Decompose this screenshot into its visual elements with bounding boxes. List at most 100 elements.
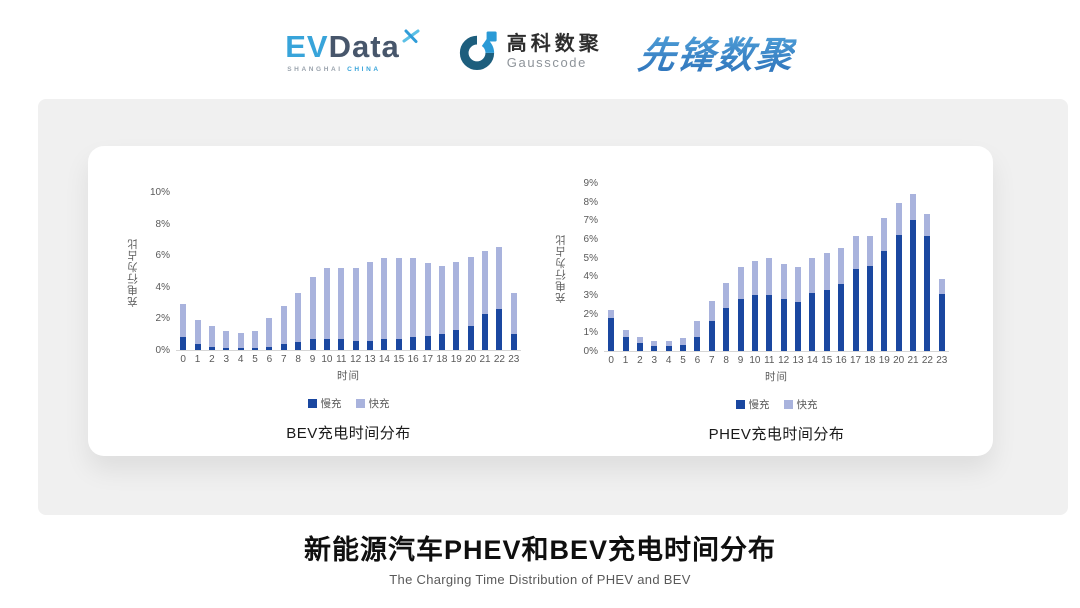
fast-charge-segment bbox=[737, 267, 744, 299]
bar-slot bbox=[662, 183, 676, 351]
fast-charge-segment bbox=[496, 247, 503, 309]
fast-charge-segment bbox=[309, 277, 316, 339]
bar-slot bbox=[205, 192, 219, 350]
x-tick-label: 1 bbox=[194, 354, 201, 365]
fast-charge-segment bbox=[708, 300, 715, 322]
x-tick-label: 22 bbox=[493, 354, 505, 365]
legend-item: 快充 bbox=[355, 396, 390, 411]
fast-charge-segment bbox=[252, 331, 259, 349]
slow-charge-segment bbox=[838, 283, 845, 351]
stacked-bar-21 bbox=[482, 250, 489, 350]
charts-card: 充电行为占比 0% 2% 4% 6% 8% 10% 0 1 2 3 4 5 6 7 8 9 10 11 12 13 14 1… bbox=[88, 146, 993, 456]
fast-charge-segment bbox=[208, 326, 215, 347]
x-tick-label: 21 bbox=[907, 355, 919, 366]
fast-charge-segment bbox=[780, 264, 787, 299]
gausscode-english-name: Gausscode bbox=[506, 55, 587, 71]
x-tick-label: 5 bbox=[252, 354, 258, 365]
gausscode-icon bbox=[459, 31, 497, 71]
y-axis-title: 充电行为占比 bbox=[126, 237, 139, 307]
evdata-subtitle: SHANGHAI CHINA bbox=[285, 66, 380, 73]
slow-charge-segment bbox=[410, 337, 417, 350]
stacked-bar-7 bbox=[708, 300, 715, 351]
legend-item: 慢充 bbox=[307, 396, 342, 411]
chart-title: BEV充电时间分布 bbox=[286, 425, 411, 442]
stacked-bar-5 bbox=[252, 331, 259, 350]
fast-charge-segment bbox=[866, 236, 873, 267]
y-tick-label: 3% bbox=[583, 290, 598, 301]
bar-slot bbox=[705, 183, 719, 351]
fast-charge-segment bbox=[424, 263, 431, 336]
x-tick-label: 11 bbox=[764, 355, 775, 366]
bar-slot bbox=[176, 192, 190, 350]
legend: 慢充 快充 bbox=[176, 396, 521, 411]
legend-item: 慢充 bbox=[735, 397, 770, 412]
gausscode-wordmark: 高科数聚 Gausscode bbox=[507, 33, 603, 71]
slow-charge-segment bbox=[252, 348, 259, 350]
fast-charge-segment bbox=[180, 304, 187, 338]
evdata-china-text: CHINA bbox=[347, 66, 381, 73]
y-tick-label: 2% bbox=[583, 308, 598, 320]
stacked-bar-7 bbox=[280, 305, 287, 350]
bar-slot bbox=[320, 192, 334, 350]
bar-slot bbox=[291, 192, 305, 350]
x-tick-label: 19 bbox=[450, 354, 462, 365]
y-tick-label: 1% bbox=[583, 327, 598, 339]
chart-phev: 充电行为占比 0% 1% 2% 3% 4% 5% 6% 7% 8% 9% 0 1 2 3 4 5 6 7 8 9 10 11… bbox=[552, 178, 952, 444]
evdata-wordmark: EV Data bbox=[285, 29, 420, 62]
fast-charge-segment bbox=[467, 256, 474, 327]
stacked-bar-11 bbox=[338, 267, 345, 350]
stacked-bar-0 bbox=[608, 309, 615, 351]
y-tick-label: 2% bbox=[155, 313, 170, 325]
slow-charge-segment bbox=[295, 342, 302, 350]
legend: 慢充 快充 bbox=[604, 397, 949, 412]
fast-charge-segment bbox=[751, 261, 758, 295]
fast-charge-segment bbox=[280, 305, 287, 344]
slow-charge-segment bbox=[852, 268, 859, 351]
stacked-bar-9 bbox=[309, 277, 316, 350]
x-tick-label: 18 bbox=[864, 355, 876, 366]
slow-charge-segment bbox=[651, 346, 658, 351]
stacked-bar-23 bbox=[938, 279, 945, 351]
slow-charge-segment bbox=[309, 338, 316, 350]
slow-charge-segment bbox=[866, 266, 873, 351]
bar-slot bbox=[762, 183, 776, 351]
legend-swatch bbox=[307, 399, 317, 408]
fast-charge-segment bbox=[924, 213, 931, 237]
x-axis-title: 时间 bbox=[337, 370, 360, 382]
fast-charge-segment bbox=[381, 258, 388, 339]
fast-charge-segment bbox=[395, 258, 402, 339]
bar-slot bbox=[392, 192, 406, 350]
bar-slot bbox=[906, 183, 920, 351]
plot bbox=[176, 192, 521, 351]
stacked-bar-18 bbox=[438, 266, 445, 350]
bar-slot bbox=[492, 192, 506, 350]
slow-charge-segment bbox=[636, 342, 643, 351]
main-title: 新能源汽车PHEV和BEV充电时间分布 bbox=[303, 535, 777, 565]
stacked-bar-4 bbox=[237, 332, 244, 350]
bar-slot bbox=[377, 192, 391, 350]
x-tick-label: 16 bbox=[835, 355, 847, 366]
bar-slot bbox=[690, 183, 704, 351]
legend-swatch bbox=[355, 399, 365, 408]
bar-slot bbox=[305, 192, 319, 350]
bar-slot bbox=[618, 183, 632, 351]
bar-slot bbox=[920, 183, 934, 351]
x-tick-label: 11 bbox=[336, 354, 347, 365]
caption: 新能源汽车PHEV和BEV充电时间分布 The Charging Time Di… bbox=[0, 534, 1080, 588]
stacked-bar-9 bbox=[737, 267, 744, 351]
fast-charge-segment bbox=[723, 282, 730, 309]
bar-slot bbox=[834, 183, 848, 351]
x-tick-label: 9 bbox=[737, 355, 744, 366]
fast-charge-segment bbox=[795, 267, 802, 302]
stacked-bar-20 bbox=[895, 202, 902, 351]
slow-charge-segment bbox=[751, 295, 758, 351]
slow-charge-segment bbox=[482, 313, 489, 350]
fast-charge-segment bbox=[323, 267, 330, 339]
slow-charge-segment bbox=[438, 334, 445, 350]
y-tick-label: 6% bbox=[583, 234, 598, 245]
x-tick-label: 6 bbox=[694, 355, 701, 366]
stacked-bar-23 bbox=[510, 293, 517, 350]
slow-charge-segment bbox=[924, 236, 931, 351]
x-tick-label: 17 bbox=[422, 354, 434, 365]
slow-charge-segment bbox=[367, 340, 374, 350]
